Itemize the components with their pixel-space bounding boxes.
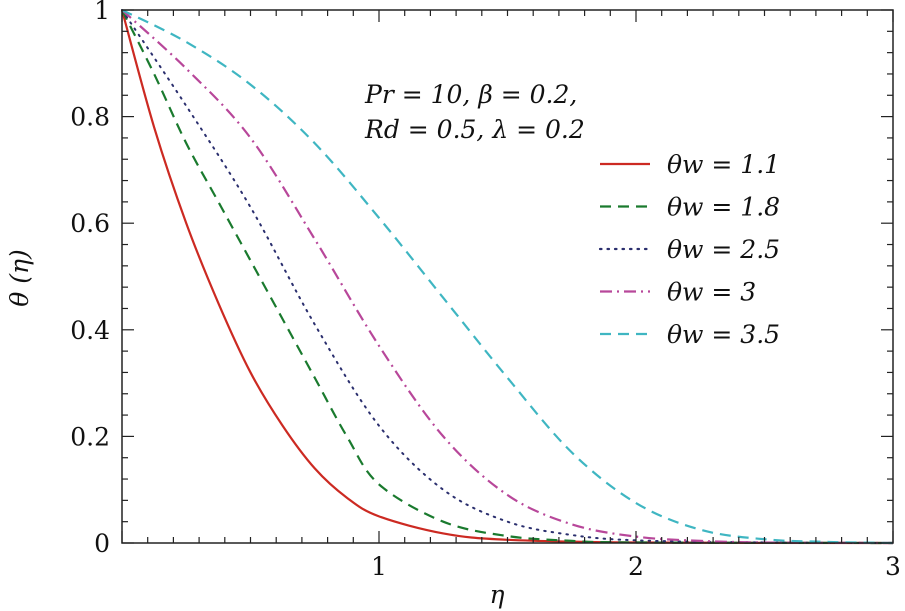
y-tick-label: 0.2 (70, 422, 110, 451)
y-tick-label: 0.6 (70, 209, 110, 238)
x-tick-label: 1 (371, 552, 387, 581)
y-tick-label: 0 (94, 529, 110, 558)
series-line-3 (121, 9, 894, 545)
y-tick-label: 1 (94, 0, 110, 25)
series-line-2 (121, 9, 894, 544)
x-axis-label: η (490, 580, 505, 609)
annotation-line-1: Pr = 10, β = 0.2, (364, 80, 577, 109)
y-tick-label: 0.4 (70, 316, 110, 345)
legend-label-2: θw = 2.5 (667, 235, 780, 264)
x-tick-label: 2 (628, 552, 644, 581)
axis-ticks (121, 9, 894, 544)
x-tick-label: 3 (885, 552, 901, 581)
tick-labels: 1 2 3 0 0.2 0.4 0.6 0.8 1 (70, 0, 901, 581)
y-tick-label: 0.8 (70, 103, 110, 132)
series-lines (120, 9, 894, 545)
legend-label-3: θw = 3 (667, 278, 756, 307)
series-line-4 (121, 9, 894, 545)
series-line-1 (121, 9, 894, 545)
series-line-0 (120, 9, 894, 545)
y-axis-label: θ (η) (5, 249, 34, 306)
legend-label-4: θw = 3.5 (667, 320, 780, 349)
legend-label-1: θw = 1.8 (667, 193, 780, 222)
legend: θw = 1.1 θw = 1.8 θw = 2.5 θw = 3 θw = 3.5 (598, 150, 780, 349)
annotation-line-2: Rd = 0.5, λ = 0.2 (364, 115, 585, 144)
legend-label-0: θw = 1.1 (667, 150, 780, 179)
